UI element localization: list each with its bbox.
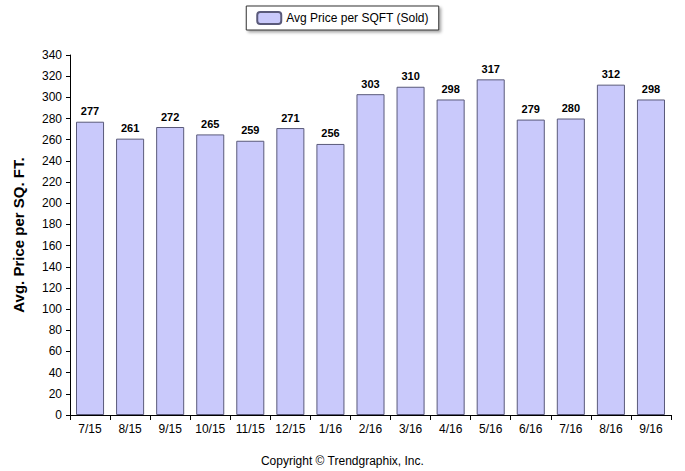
- svg-text:180: 180: [42, 217, 62, 231]
- svg-text:Copyright © Trendgraphix, Inc.: Copyright © Trendgraphix, Inc.: [261, 454, 424, 468]
- svg-text:5/16: 5/16: [479, 422, 503, 436]
- svg-text:80: 80: [49, 323, 63, 337]
- svg-text:261: 261: [121, 122, 139, 134]
- svg-text:120: 120: [42, 281, 62, 295]
- svg-text:320: 320: [42, 69, 62, 83]
- svg-text:40: 40: [49, 366, 63, 380]
- svg-text:280: 280: [562, 102, 580, 114]
- svg-text:7/16: 7/16: [559, 422, 583, 436]
- svg-text:6/16: 6/16: [519, 422, 543, 436]
- svg-text:3/16: 3/16: [399, 422, 423, 436]
- svg-text:60: 60: [49, 344, 63, 358]
- svg-text:317: 317: [482, 63, 500, 75]
- svg-text:160: 160: [42, 239, 62, 253]
- svg-text:200: 200: [42, 196, 62, 210]
- svg-text:9/16: 9/16: [639, 422, 663, 436]
- svg-text:300: 300: [42, 90, 62, 104]
- svg-text:20: 20: [49, 387, 63, 401]
- svg-text:Avg. Price per SQ. FT.: Avg. Price per SQ. FT.: [10, 157, 27, 312]
- svg-text:0: 0: [55, 408, 62, 422]
- svg-text:1/16: 1/16: [319, 422, 343, 436]
- svg-text:100: 100: [42, 302, 62, 316]
- svg-text:277: 277: [81, 105, 99, 117]
- svg-text:298: 298: [441, 83, 459, 95]
- svg-text:259: 259: [241, 124, 259, 136]
- svg-text:240: 240: [42, 154, 62, 168]
- svg-text:220: 220: [42, 175, 62, 189]
- svg-text:303: 303: [361, 78, 379, 90]
- svg-text:265: 265: [201, 118, 219, 130]
- svg-text:140: 140: [42, 260, 62, 274]
- svg-text:8/16: 8/16: [599, 422, 623, 436]
- svg-text:310: 310: [401, 70, 419, 82]
- svg-text:10/15: 10/15: [195, 422, 225, 436]
- svg-text:12/15: 12/15: [275, 422, 305, 436]
- svg-text:271: 271: [281, 112, 299, 124]
- svg-text:312: 312: [602, 68, 620, 80]
- svg-text:Avg Price per SQFT (Sold): Avg Price per SQFT (Sold): [286, 11, 428, 25]
- svg-text:7/15: 7/15: [78, 422, 102, 436]
- svg-text:272: 272: [161, 111, 179, 123]
- svg-text:298: 298: [642, 83, 660, 95]
- svg-text:8/15: 8/15: [118, 422, 142, 436]
- svg-text:9/15: 9/15: [158, 422, 182, 436]
- svg-text:340: 340: [42, 48, 62, 62]
- svg-text:4/16: 4/16: [439, 422, 463, 436]
- svg-text:279: 279: [522, 103, 540, 115]
- svg-text:280: 280: [42, 112, 62, 126]
- svg-text:260: 260: [42, 133, 62, 147]
- svg-text:256: 256: [321, 127, 339, 139]
- svg-text:2/16: 2/16: [359, 422, 383, 436]
- svg-text:11/15: 11/15: [236, 422, 265, 436]
